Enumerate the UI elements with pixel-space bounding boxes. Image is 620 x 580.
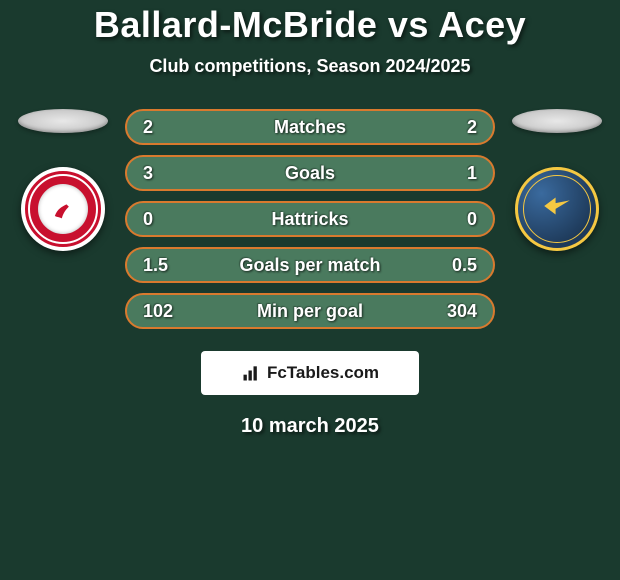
stat-right-value: 1 (437, 163, 477, 184)
club-crest-left-icon (38, 184, 88, 234)
stat-left-value: 1.5 (143, 255, 183, 276)
subtitle: Club competitions, Season 2024/2025 (0, 56, 620, 77)
stat-label: Goals per match (239, 255, 380, 276)
date-line: 10 march 2025 (0, 415, 620, 438)
club-badge-left (21, 167, 105, 251)
club-badge-right (515, 167, 599, 251)
stat-bar: 3 Goals 1 (125, 155, 495, 191)
stat-bar: 2 Matches 2 (125, 109, 495, 145)
stat-right-value: 304 (437, 301, 477, 322)
stat-left-value: 102 (143, 301, 183, 322)
stat-left-value: 3 (143, 163, 183, 184)
stat-bar: 1.5 Goals per match 0.5 (125, 247, 495, 283)
left-club-column (13, 109, 113, 251)
stats-column: 2 Matches 2 3 Goals 1 0 Hattricks 0 1.5 Goals per … (125, 109, 495, 329)
stat-right-value: 0 (437, 209, 477, 230)
stat-bar: 102 Min per goal 304 (125, 293, 495, 329)
player-placeholder-right (512, 109, 602, 133)
stat-left-value: 0 (143, 209, 183, 230)
content-row: 2 Matches 2 3 Goals 1 0 Hattricks 0 1.5 Goals per … (0, 109, 620, 329)
stat-bar: 0 Hattricks 0 (125, 201, 495, 237)
right-club-column (507, 109, 607, 251)
attribution-text: FcTables.com (267, 363, 379, 383)
club-crest-right-icon (540, 189, 574, 230)
player-placeholder-left (18, 109, 108, 133)
stat-label: Goals (285, 163, 335, 184)
comparison-container: Ballard-McBride vs Acey Club competition… (0, 0, 620, 438)
stat-label: Hattricks (271, 209, 348, 230)
stat-right-value: 0.5 (437, 255, 477, 276)
page-title: Ballard-McBride vs Acey (0, 4, 620, 46)
stat-left-value: 2 (143, 117, 183, 138)
stat-right-value: 2 (437, 117, 477, 138)
stat-label: Min per goal (257, 301, 363, 322)
stat-label: Matches (274, 117, 346, 138)
attribution-badge: FcTables.com (201, 351, 419, 395)
bar-chart-icon (241, 363, 261, 383)
